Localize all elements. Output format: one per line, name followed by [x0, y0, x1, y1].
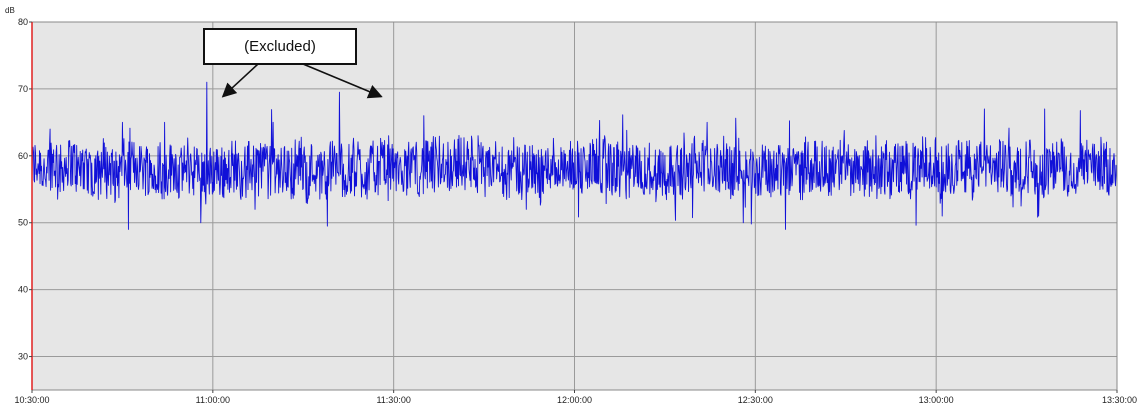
x-tick-label: 13:30:00 [1102, 395, 1137, 405]
y-tick-label: 40 [18, 285, 28, 295]
y-tick-label: 30 [18, 352, 28, 362]
y-tick-label: 70 [18, 84, 28, 94]
y-tick-label: 50 [18, 218, 28, 228]
series-layer [31, 81, 1118, 230]
axes [29, 21, 1118, 393]
x-tick-label: 12:00:00 [557, 395, 592, 405]
callout-arrow [221, 63, 259, 98]
x-tick-label: 11:00:00 [196, 395, 230, 405]
callout-arrows [221, 63, 383, 99]
callout-arrow [302, 63, 383, 99]
x-tick-label: 12:30:00 [738, 395, 773, 405]
series-line-noise-level [31, 81, 1118, 230]
y-tick-label: 60 [18, 151, 28, 161]
y-axis-unit: dB [5, 6, 15, 15]
x-tick-label: 13:00:00 [919, 395, 954, 405]
x-tick-label: 10:30:00 [14, 395, 49, 405]
tick-labels: 30 40 50 60 70 80 10:30:00 11:00:00 11:30:00 12:0… [14, 17, 1137, 405]
excluded-callout: (Excluded) [203, 28, 357, 65]
y-tick-label: 80 [18, 17, 28, 27]
x-tick-label: 11:30:00 [376, 395, 410, 405]
